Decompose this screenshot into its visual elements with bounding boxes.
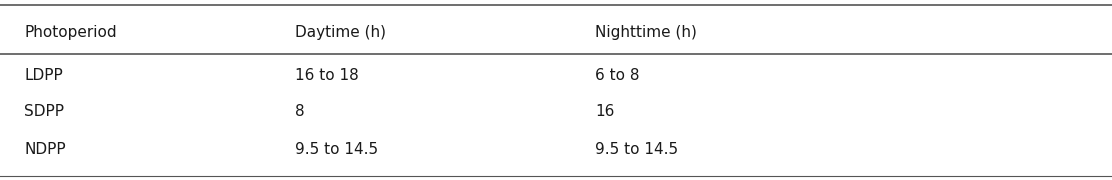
Text: 16 to 18: 16 to 18	[295, 68, 358, 83]
Text: 9.5 to 14.5: 9.5 to 14.5	[595, 142, 678, 157]
Text: Photoperiod: Photoperiod	[24, 25, 117, 40]
Text: 6 to 8: 6 to 8	[595, 68, 639, 83]
Text: SDPP: SDPP	[24, 104, 64, 119]
Text: 8: 8	[295, 104, 305, 119]
Text: Nighttime (h): Nighttime (h)	[595, 25, 697, 40]
Text: 16: 16	[595, 104, 614, 119]
Text: NDPP: NDPP	[24, 142, 66, 157]
Text: 9.5 to 14.5: 9.5 to 14.5	[295, 142, 378, 157]
Text: LDPP: LDPP	[24, 68, 63, 83]
Text: Daytime (h): Daytime (h)	[295, 25, 386, 40]
